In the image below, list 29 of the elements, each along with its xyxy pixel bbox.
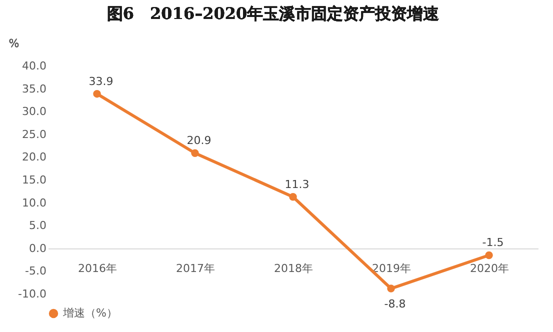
x-tick-label: 2019年 — [372, 262, 411, 275]
point — [93, 90, 101, 98]
y-tick-label: 0.0 — [29, 242, 46, 255]
point — [289, 193, 297, 201]
y-tick-label: 5.0 — [29, 219, 46, 232]
y-tick-label: -5.0 — [25, 264, 46, 278]
data-label: 20.9 — [186, 134, 212, 148]
point — [191, 149, 199, 157]
data-label: -1.5 — [482, 236, 504, 250]
data-label: 33.9 — [88, 74, 114, 88]
y-tick-label: 30.0 — [22, 105, 46, 118]
legend-label: 增速（%） — [62, 306, 118, 320]
chart-title: 图6 2016–2020年玉溪市固定资产投资增速 — [106, 4, 440, 23]
y-tick-label: 25.0 — [22, 128, 46, 141]
x-tick-label: 2018年 — [274, 262, 313, 275]
data-label: -8.8 — [384, 298, 406, 311]
y-tick-label: 10.0 — [22, 196, 46, 210]
x-tick-label: 2017年 — [176, 262, 215, 275]
y-axis-title: % — [8, 37, 20, 50]
y-tick-label: -10.0 — [18, 288, 46, 300]
point — [485, 251, 493, 260]
x-tick-label: 2020年 — [470, 262, 509, 275]
point — [387, 284, 395, 292]
y-tick-label: 20.0 — [22, 150, 46, 164]
y-tick-label: 35.0 — [22, 82, 46, 96]
y-tick-label: 40.0 — [22, 60, 46, 72]
x-tick-label: 2016年 — [78, 262, 117, 275]
data-label: 11.3 — [284, 178, 310, 191]
y-tick-label: 15.0 — [22, 174, 46, 186]
